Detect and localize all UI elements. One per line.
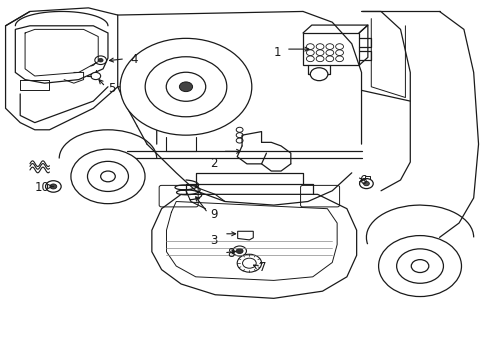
Circle shape [396,249,443,283]
Circle shape [120,39,251,135]
Circle shape [91,72,101,80]
Text: 9: 9 [210,208,218,221]
Circle shape [98,58,103,62]
Text: 7: 7 [259,261,266,274]
Polygon shape [5,8,118,130]
Circle shape [378,235,461,297]
Circle shape [166,72,205,101]
Circle shape [145,57,226,117]
Circle shape [410,260,428,273]
Circle shape [242,258,256,268]
Text: 5: 5 [108,82,115,95]
Circle shape [95,56,106,64]
Text: 4: 4 [130,53,137,66]
Circle shape [359,179,372,189]
Polygon shape [237,231,253,240]
Circle shape [45,181,61,192]
Circle shape [50,184,57,189]
Circle shape [71,149,145,204]
Text: 6: 6 [358,174,366,186]
Text: 10: 10 [35,181,49,194]
Circle shape [236,248,243,253]
Text: 3: 3 [210,234,217,247]
Circle shape [310,68,327,81]
Circle shape [101,171,115,182]
Polygon shape [152,194,356,298]
Circle shape [363,181,368,186]
Polygon shape [15,26,108,83]
Circle shape [232,246,246,256]
Polygon shape [303,33,358,65]
Circle shape [237,254,261,272]
Text: 2: 2 [210,157,217,170]
Circle shape [87,161,128,192]
Circle shape [179,82,192,91]
Text: 8: 8 [227,247,234,260]
Text: 1: 1 [273,46,281,59]
